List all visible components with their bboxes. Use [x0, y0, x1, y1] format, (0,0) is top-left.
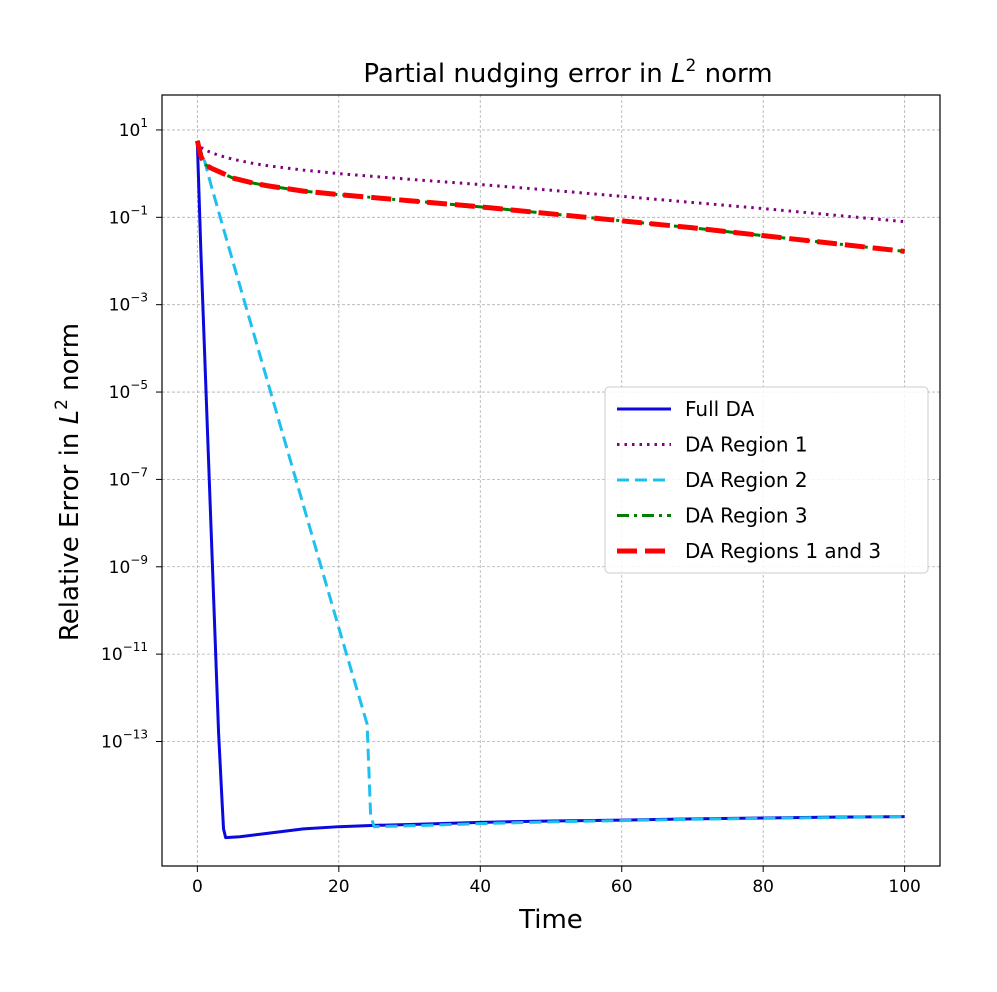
legend-label: DA Region 3 — [685, 504, 808, 528]
y-tick-label: 10−1 — [109, 203, 148, 228]
series-line-da-region-2 — [195, 142, 905, 829]
y-tick-label: 101 — [119, 116, 148, 141]
y-tick-label: 10−13 — [101, 728, 148, 753]
y-axis-label: Relative Error in L2 norm — [52, 323, 85, 641]
legend: Full DA DA Region 1 DA Region 2 DA Region 3… — [604, 386, 929, 574]
y-tick-label: 10−3 — [109, 291, 148, 316]
plot-frame — [161, 94, 941, 867]
series-line-da-region-3 — [195, 140, 905, 253]
series-line-da-region-1 — [196, 140, 905, 224]
x-axis-label: Time — [518, 905, 583, 935]
x-tick-label: 20 — [328, 877, 350, 897]
legend-box — [604, 386, 929, 574]
ticks: 0 20 40 60 80 100 101 10−1 10−3 10−5 10−7 10−9 10−11… — [101, 116, 921, 897]
legend-label: DA Region 1 — [685, 433, 808, 457]
y-tick-label: 10−7 — [109, 465, 148, 490]
legend-label: DA Region 2 — [685, 468, 808, 492]
y-tick-label: 10−5 — [109, 378, 148, 403]
y-tick-label: 10−9 — [109, 553, 148, 578]
series-line-da-regions-1-and-3 — [194, 140, 905, 254]
x-tick-label: 60 — [611, 877, 633, 897]
x-tick-label: 0 — [192, 877, 203, 897]
y-tick-label: 10−11 — [101, 640, 148, 665]
x-tick-label: 80 — [752, 877, 774, 897]
series-layer — [194, 140, 905, 840]
legend-label: DA Regions 1 and 3 — [685, 539, 881, 563]
x-tick-label: 40 — [469, 877, 491, 897]
x-tick-label: 100 — [888, 877, 920, 897]
legend-label: Full DA — [685, 397, 755, 421]
chart-title: Partial nudging error in L2 norm — [363, 56, 772, 89]
